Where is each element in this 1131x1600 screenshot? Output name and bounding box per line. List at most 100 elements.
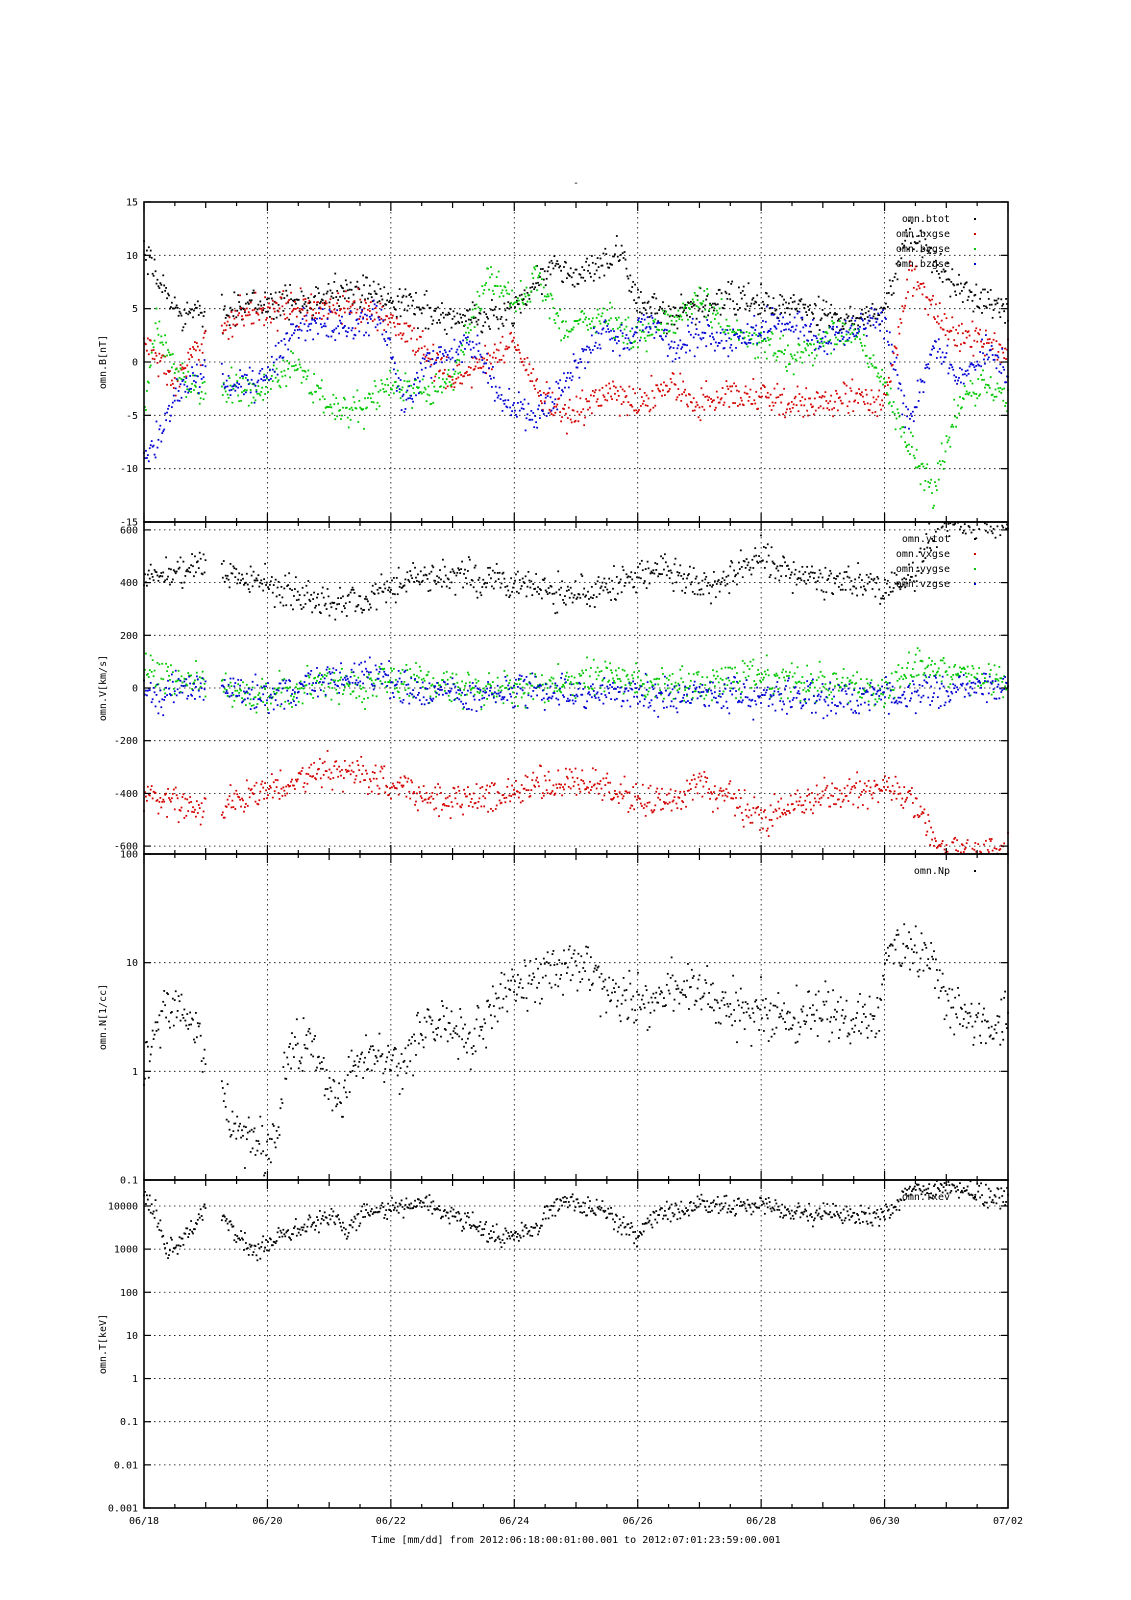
data-point xyxy=(981,378,983,381)
data-point xyxy=(452,570,455,573)
data-point xyxy=(941,351,944,354)
data-point xyxy=(770,312,773,315)
data-point xyxy=(754,357,757,360)
data-point xyxy=(700,387,703,390)
data-point xyxy=(517,303,520,306)
data-point xyxy=(863,403,866,406)
data-point xyxy=(732,300,735,303)
data-point xyxy=(180,396,183,399)
data-point xyxy=(204,365,207,368)
data-point xyxy=(935,357,938,359)
data-point xyxy=(507,399,510,402)
data-point xyxy=(242,375,244,378)
data-point xyxy=(905,405,908,408)
data-point xyxy=(394,380,397,383)
data-point xyxy=(705,575,708,578)
data-point xyxy=(961,397,964,400)
data-point xyxy=(483,357,486,360)
data-point xyxy=(750,573,753,576)
data-point xyxy=(859,338,861,341)
data-point xyxy=(587,786,589,789)
data-point xyxy=(971,382,974,385)
data-point xyxy=(492,314,495,317)
data-point xyxy=(960,282,962,285)
data-point xyxy=(467,331,470,334)
data-point xyxy=(557,314,560,317)
data-point xyxy=(420,347,423,350)
data-point xyxy=(421,330,424,332)
data-point xyxy=(307,580,310,582)
data-point xyxy=(628,289,631,292)
data-point xyxy=(327,595,330,598)
data-point xyxy=(988,303,991,306)
data-point xyxy=(516,297,519,300)
data-point xyxy=(696,404,699,406)
data-point xyxy=(161,341,164,344)
data-point xyxy=(387,589,390,592)
data-point xyxy=(530,372,533,375)
data-point xyxy=(163,355,166,358)
data-point xyxy=(289,313,291,315)
data-point xyxy=(443,349,446,352)
data-point xyxy=(379,770,382,773)
data-point xyxy=(847,331,850,334)
data-point xyxy=(237,578,240,581)
data-point xyxy=(393,593,396,596)
data-point xyxy=(588,264,590,267)
data-point xyxy=(763,351,766,354)
data-point xyxy=(459,572,462,575)
data-point xyxy=(378,316,381,318)
data-point xyxy=(439,569,441,572)
data-point xyxy=(531,286,534,288)
data-point xyxy=(554,411,557,414)
data-point xyxy=(407,578,410,581)
data-point xyxy=(450,347,453,350)
data-point xyxy=(742,560,745,562)
data-point xyxy=(326,588,329,590)
data-point xyxy=(294,778,297,781)
data-point xyxy=(507,778,510,780)
data-point xyxy=(436,390,439,393)
data-point xyxy=(410,779,413,782)
data-point xyxy=(962,286,965,289)
data-point xyxy=(363,284,365,287)
data-point xyxy=(914,265,917,268)
legend-entry: omn.bygse xyxy=(896,244,950,255)
data-point xyxy=(260,579,263,582)
data-point xyxy=(283,313,286,316)
data-point xyxy=(510,795,513,797)
data-point xyxy=(600,787,603,790)
data-point xyxy=(171,401,174,404)
data-point xyxy=(496,572,499,574)
data-point xyxy=(667,305,670,308)
data-point xyxy=(983,378,985,381)
data-point xyxy=(505,796,508,799)
data-point xyxy=(407,325,410,327)
data-point xyxy=(415,800,417,803)
data-point xyxy=(487,810,489,813)
data-point xyxy=(898,263,901,266)
data-point xyxy=(718,288,721,291)
data-point xyxy=(852,333,855,336)
data-point xyxy=(465,320,467,323)
data-point xyxy=(820,340,823,343)
data-point xyxy=(446,385,449,388)
data-point xyxy=(526,776,529,778)
data-point xyxy=(901,305,904,308)
data-point xyxy=(240,385,242,388)
data-point xyxy=(365,276,367,279)
data-point xyxy=(344,602,347,605)
data-point xyxy=(816,392,819,394)
data-point xyxy=(324,406,327,409)
data-point xyxy=(631,342,634,344)
data-point xyxy=(174,387,177,390)
data-point xyxy=(441,808,443,811)
data-point xyxy=(367,292,370,295)
data-point xyxy=(341,315,343,318)
data-point xyxy=(663,329,665,332)
data-point xyxy=(920,283,923,285)
data-point xyxy=(820,338,823,340)
data-point xyxy=(357,322,360,325)
data-point xyxy=(774,309,777,312)
data-point xyxy=(813,357,816,360)
